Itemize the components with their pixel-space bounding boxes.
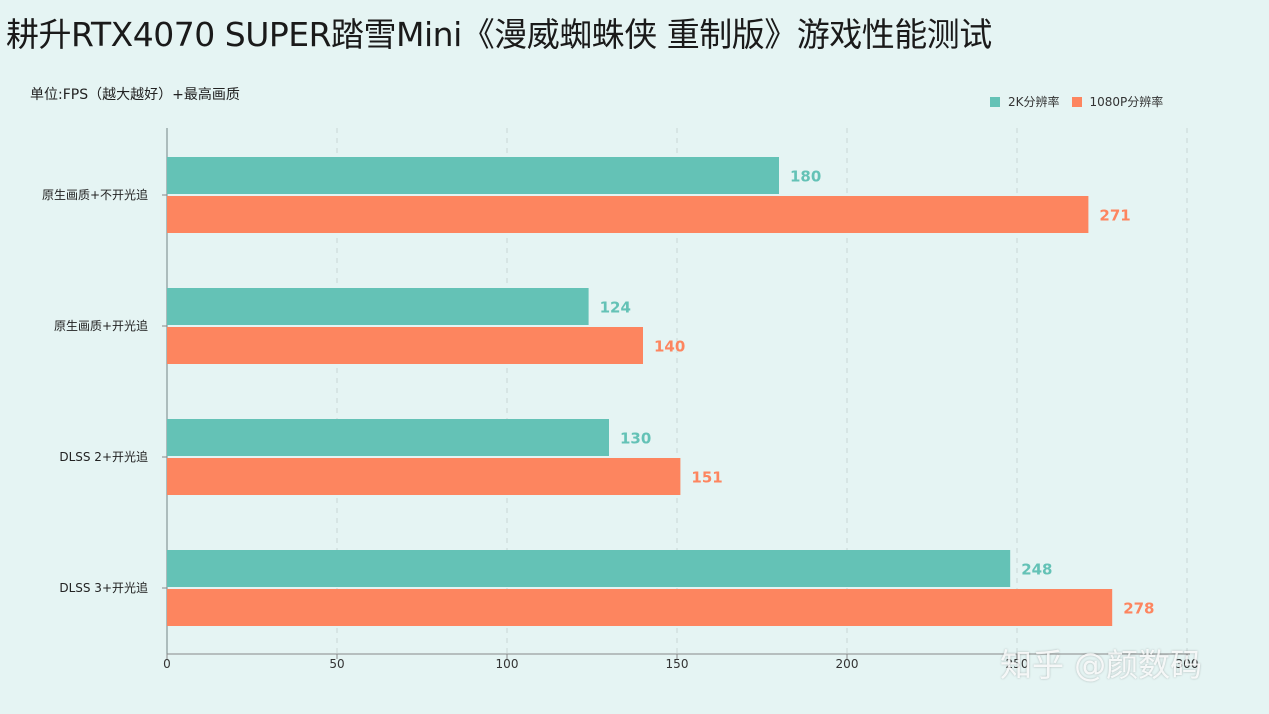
data-label-2k: 180 <box>790 168 821 186</box>
legend-swatch-2k <box>990 96 1000 107</box>
watermark: 知乎 @颜数码 <box>1000 646 1203 684</box>
bar-2k <box>167 157 779 194</box>
bar-2k <box>167 550 1011 587</box>
category-label: DLSS 2+开光追 <box>59 449 148 464</box>
bar-1080p <box>167 327 643 364</box>
chart-subtitle: 单位:FPS（越大越好）+最高画质 <box>30 87 240 103</box>
data-label-2k: 130 <box>620 430 651 448</box>
category-label: 原生画质+开光追 <box>54 318 148 333</box>
category-label: 原生画质+不开光追 <box>42 187 148 202</box>
data-label-2k: 248 <box>1021 561 1052 579</box>
data-label-1080p: 151 <box>691 469 722 487</box>
data-label-1080p: 271 <box>1099 207 1130 225</box>
bar-2k <box>167 419 609 456</box>
chart-legend: 2K分辨率 1080P分辨率 <box>990 93 1175 110</box>
x-tick-label: 150 <box>666 657 689 671</box>
bar-2k <box>167 288 589 325</box>
x-tick-label: 0 <box>163 657 171 671</box>
legend-label-1080p: 1080P分辨率 <box>1089 95 1164 109</box>
legend-label-2k: 2K分辨率 <box>1008 95 1060 109</box>
x-tick-label: 200 <box>836 657 859 671</box>
legend-item-2k: 2K分辨率 <box>990 93 1060 110</box>
chart-title: 耕升RTX4070 SUPER踏雪Mini《漫威蜘蛛侠 重制版》游戏性能测试 <box>6 15 992 54</box>
bar-1080p <box>167 589 1113 626</box>
legend-swatch-1080p <box>1071 96 1082 107</box>
bar-1080p <box>167 196 1089 233</box>
x-tick-label: 300 <box>1176 657 1199 671</box>
x-tick-label: 50 <box>329 657 344 671</box>
data-label-1080p: 278 <box>1123 600 1154 618</box>
x-tick-label: 100 <box>496 657 519 671</box>
bar-1080p <box>167 458 681 495</box>
x-tick-label: 250 <box>1006 657 1029 671</box>
data-label-1080p: 140 <box>654 338 685 356</box>
category-label: DLSS 3+开光追 <box>59 580 148 595</box>
data-label-2k: 124 <box>600 299 631 317</box>
legend-item-1080p: 1080P分辨率 <box>1071 93 1164 110</box>
